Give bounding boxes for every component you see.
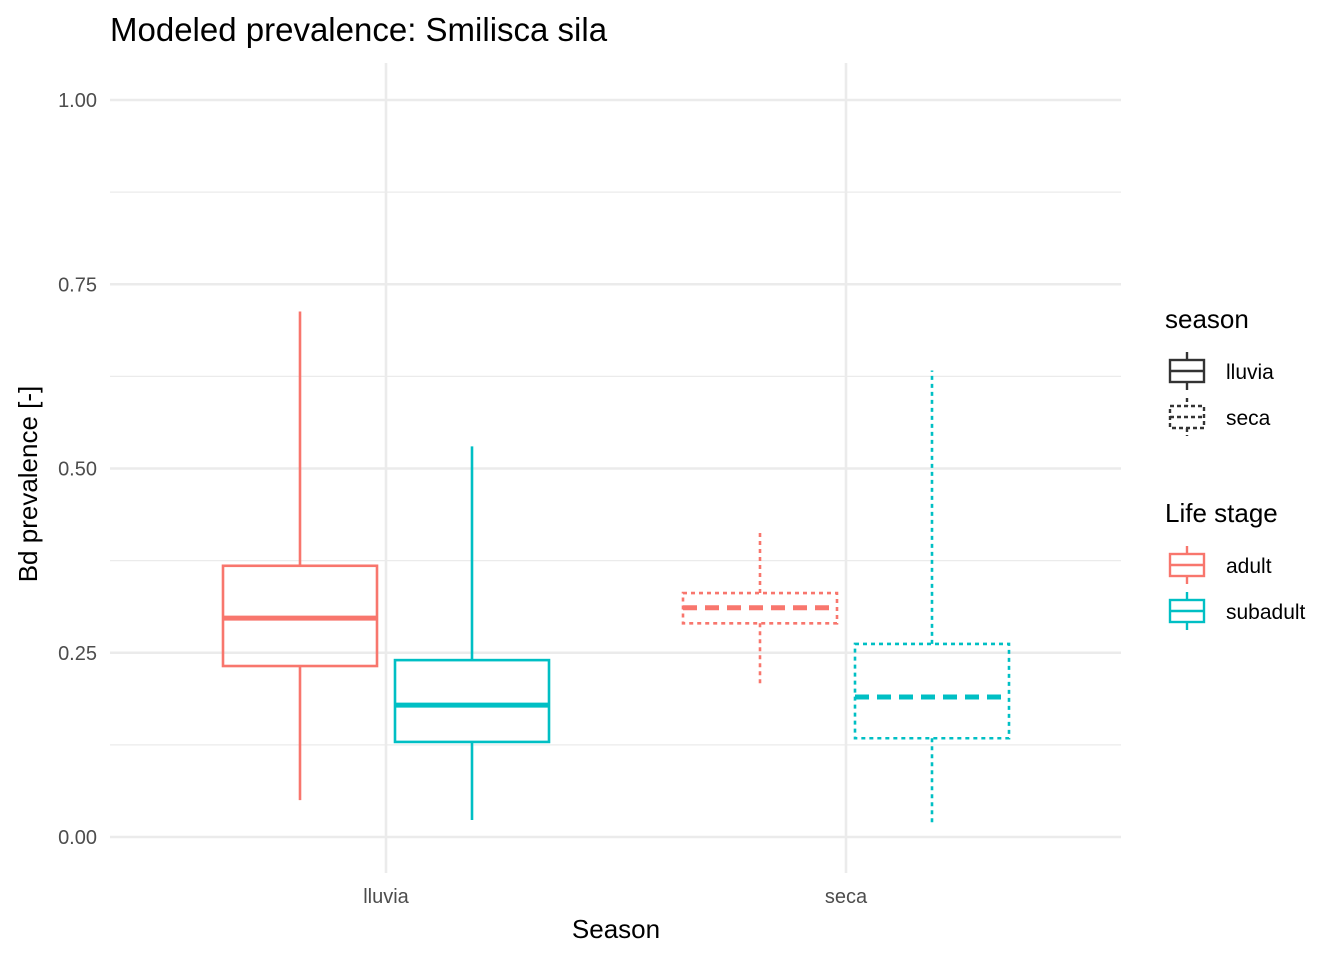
legend-season-key-lluvia xyxy=(1168,352,1206,390)
legend-life-stage-title: Life stage xyxy=(1165,498,1278,528)
y-tick-label: 0.00 xyxy=(58,827,97,849)
boxes xyxy=(221,311,1011,825)
box-iqr xyxy=(393,658,551,744)
y-tick-label: 0.50 xyxy=(58,459,97,481)
x-axis-title: Season xyxy=(572,914,660,944)
grid-minor xyxy=(110,191,1121,746)
legend-life-stage: Life stage adult subadult xyxy=(1165,498,1306,630)
legend-season: season lluvia seca xyxy=(1165,304,1274,436)
y-tick-labels: 0.00 0.25 0.50 0.75 1.00 xyxy=(58,90,97,849)
grid-major xyxy=(110,63,1121,873)
legend-life-stage-key-adult xyxy=(1168,546,1206,584)
box-subadult-lluvia xyxy=(393,446,551,821)
legend-season-label: seca xyxy=(1226,407,1271,430)
legend-life-stage-key-subadult xyxy=(1168,592,1206,630)
x-tick-labels: lluvia seca xyxy=(363,886,868,908)
legend-season-key-seca xyxy=(1168,398,1206,436)
y-tick-label: 1.00 xyxy=(58,90,97,112)
x-tick-label: seca xyxy=(825,886,868,908)
legend-life-stage-label: subadult xyxy=(1226,601,1306,624)
y-axis-title: Bd prevalence [-] xyxy=(13,386,43,583)
box-iqr xyxy=(853,642,1011,740)
chart-title: Modeled prevalence: Smilisca sila xyxy=(110,11,608,48)
legend-life-stage-label: adult xyxy=(1226,555,1272,578)
box-subadult-seca xyxy=(853,370,1011,825)
y-tick-label: 0.25 xyxy=(58,643,97,665)
legend-season-label: lluvia xyxy=(1226,361,1274,384)
box-adult-lluvia xyxy=(221,311,379,801)
y-tick-label: 0.75 xyxy=(58,274,97,296)
legend-season-title: season xyxy=(1165,304,1249,334)
x-tick-label: lluvia xyxy=(363,886,409,908)
box-adult-seca xyxy=(681,531,839,686)
